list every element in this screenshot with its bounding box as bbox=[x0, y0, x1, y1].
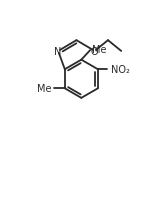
Text: NO₂: NO₂ bbox=[111, 65, 130, 75]
Text: Me: Me bbox=[37, 84, 51, 94]
Text: Me: Me bbox=[92, 45, 107, 55]
Text: N: N bbox=[54, 47, 62, 57]
Text: O: O bbox=[91, 47, 98, 57]
